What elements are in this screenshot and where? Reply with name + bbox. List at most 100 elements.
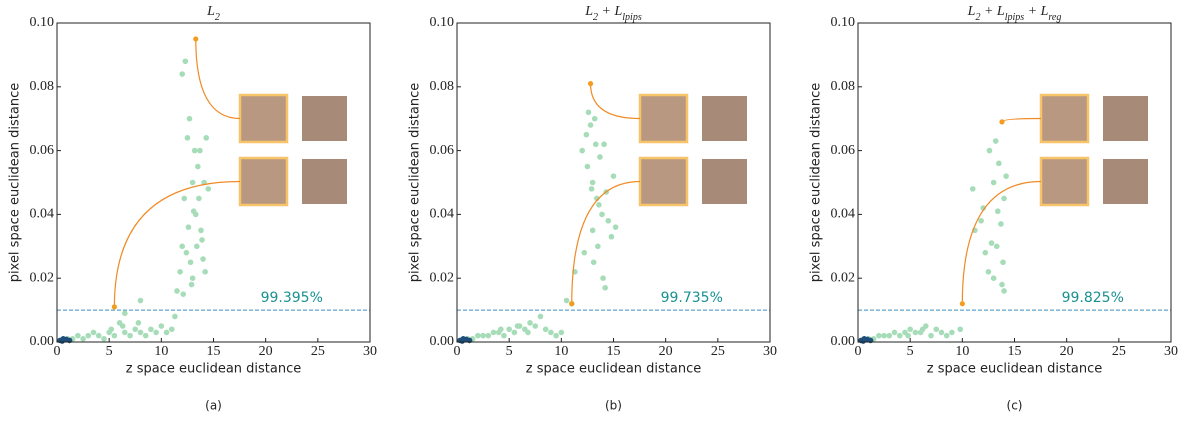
face-thumbnail-output bbox=[302, 96, 347, 141]
face-thumbnail-output bbox=[1103, 159, 1148, 204]
x-tick-label: 0 bbox=[855, 344, 862, 359]
point bbox=[985, 269, 992, 275]
x-tick-label: 30 bbox=[763, 344, 777, 359]
point bbox=[978, 217, 984, 224]
x-axis-label: z space euclidean distance bbox=[526, 362, 702, 377]
annotation-curve bbox=[589, 83, 641, 120]
point bbox=[933, 326, 940, 333]
point bbox=[532, 323, 539, 329]
highlight-point bbox=[959, 301, 965, 307]
point bbox=[583, 131, 590, 138]
plot-frame bbox=[56, 22, 371, 343]
point bbox=[177, 269, 183, 275]
point bbox=[135, 320, 142, 326]
point bbox=[75, 332, 81, 339]
point bbox=[498, 326, 504, 333]
x-tick-label: 20 bbox=[1060, 344, 1074, 359]
point bbox=[195, 163, 201, 170]
point bbox=[185, 224, 192, 230]
point bbox=[595, 243, 601, 250]
point bbox=[490, 329, 497, 336]
title-part: 2 bbox=[975, 12, 980, 23]
point bbox=[172, 313, 178, 320]
annotation-curve bbox=[571, 180, 641, 304]
title-part: lpips bbox=[1005, 12, 1025, 23]
point bbox=[475, 332, 481, 339]
point bbox=[1001, 288, 1007, 294]
point bbox=[111, 332, 118, 339]
point bbox=[581, 249, 588, 256]
point bbox=[525, 329, 531, 336]
y-tick-label: 0.08 bbox=[430, 79, 455, 94]
y-axis-label: pixel space euclidean distance bbox=[8, 83, 23, 282]
point bbox=[511, 329, 518, 336]
highlight-point bbox=[193, 36, 199, 42]
y-tick-label: 0.04 bbox=[831, 207, 856, 222]
annotation-curve bbox=[1001, 117, 1042, 123]
x-tick-label: 20 bbox=[659, 344, 673, 359]
point bbox=[148, 326, 154, 333]
y-tick-label: 0.10 bbox=[831, 15, 856, 30]
point bbox=[199, 237, 205, 243]
point bbox=[588, 186, 595, 192]
point bbox=[881, 332, 887, 339]
point bbox=[592, 141, 599, 148]
x-tick-label: 5 bbox=[106, 344, 113, 359]
point bbox=[59, 338, 66, 344]
point bbox=[142, 332, 149, 339]
title-part: + L bbox=[980, 4, 1004, 19]
title-part: reg bbox=[1048, 12, 1061, 23]
x-axis-label: z space euclidean distance bbox=[927, 362, 1103, 377]
point bbox=[122, 329, 128, 336]
point bbox=[553, 332, 559, 339]
caption: (c) bbox=[1007, 399, 1023, 413]
point bbox=[480, 332, 486, 339]
point bbox=[197, 147, 203, 154]
point bbox=[996, 160, 1002, 167]
point bbox=[1000, 259, 1006, 266]
point bbox=[191, 147, 198, 154]
point bbox=[122, 310, 128, 317]
highlight-point bbox=[569, 301, 575, 307]
y-tick-label: 0.08 bbox=[831, 79, 856, 94]
y-tick-label: 0.10 bbox=[30, 15, 55, 30]
x-tick-label: 5 bbox=[907, 344, 914, 359]
y-tick-label: 0.04 bbox=[30, 207, 55, 222]
y-tick-label: 0.00 bbox=[30, 334, 55, 349]
point bbox=[949, 329, 955, 336]
x-tick-label: 25 bbox=[711, 344, 725, 359]
chart-title: L2 bbox=[206, 4, 220, 23]
x-tick-label: 15 bbox=[207, 344, 221, 359]
point bbox=[980, 205, 986, 211]
point bbox=[594, 195, 600, 202]
face-thumbnail-input bbox=[638, 156, 689, 207]
y-tick-label: 0.10 bbox=[430, 15, 455, 30]
point bbox=[180, 291, 187, 297]
point bbox=[192, 211, 199, 218]
point bbox=[153, 329, 159, 336]
point bbox=[986, 147, 993, 154]
plot-frame bbox=[857, 22, 1172, 343]
point bbox=[999, 281, 1005, 288]
point bbox=[597, 154, 603, 160]
y-tick-label: 0.06 bbox=[831, 143, 856, 158]
y-axis-label: pixel space euclidean distance bbox=[809, 83, 824, 282]
y-tick-label: 0.02 bbox=[831, 270, 856, 285]
highlight-point bbox=[111, 304, 117, 310]
x-tick-label: 10 bbox=[154, 344, 168, 359]
point bbox=[990, 179, 997, 186]
threshold-annotation: 99.395% bbox=[261, 290, 323, 306]
point bbox=[137, 297, 144, 304]
point bbox=[602, 284, 608, 291]
point bbox=[202, 269, 208, 275]
y-axis-label: pixel space euclidean distance bbox=[408, 83, 423, 282]
point bbox=[993, 243, 1000, 250]
point bbox=[198, 227, 204, 234]
annotation-curve bbox=[961, 180, 1042, 304]
face-thumbnail-input bbox=[638, 93, 689, 144]
title-part: 2 bbox=[593, 12, 598, 23]
point bbox=[132, 326, 139, 333]
point bbox=[886, 332, 893, 339]
x-tick-label: 5 bbox=[506, 344, 513, 359]
